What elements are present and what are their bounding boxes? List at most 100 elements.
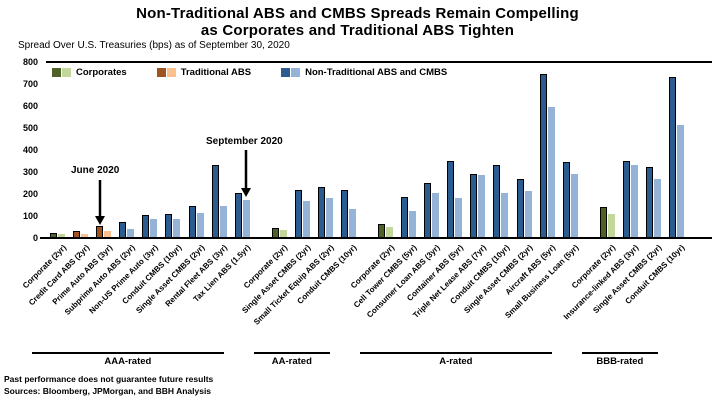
- category-bars: [337, 189, 360, 238]
- legend-item-non_traditional: Non-Traditional ABS and CMBS: [281, 67, 447, 78]
- legend-label: Traditional ABS: [180, 67, 252, 78]
- plot-area: [46, 62, 710, 238]
- legend-swatch-light: [62, 68, 71, 77]
- category-bars: [420, 183, 443, 238]
- bar-september: [325, 198, 333, 238]
- category-bars: [115, 221, 138, 238]
- bar-june: [294, 189, 302, 238]
- footer-disclaimer: Past performance does not guarantee futu…: [4, 374, 214, 384]
- category-label-cell: Small Business Loan (5yr): [503, 240, 582, 352]
- bar-september: [409, 210, 417, 238]
- x-axis-line: [40, 237, 712, 239]
- y-tick-200: 200: [22, 189, 38, 199]
- bar-june: [340, 189, 348, 238]
- y-tick-600: 600: [22, 101, 38, 111]
- category-bars: [512, 178, 535, 238]
- y-tick-300: 300: [22, 167, 38, 177]
- legend-swatch-light: [291, 68, 301, 77]
- bar-september: [173, 219, 181, 238]
- bar-june: [401, 197, 409, 238]
- y-tick-500: 500: [22, 123, 38, 133]
- bracket-AAA-rated: AAA-rated: [24, 352, 232, 367]
- category-bars: [138, 214, 161, 238]
- category-label-cell: Single Asset CMBS (2yr): [592, 240, 665, 352]
- june-2020-label: June 2020: [71, 165, 120, 176]
- bar-june: [424, 183, 432, 238]
- category-bars: [489, 165, 512, 238]
- bracket-BBB-rated: BBB-rated: [574, 352, 666, 367]
- footer: Past performance does not guarantee futu…: [4, 373, 213, 397]
- legend-swatch-pair: [281, 68, 301, 77]
- chart-title: Non-Traditional ABS and CMBS Spreads Rem…: [0, 5, 715, 39]
- legend-swatch-pair: [156, 68, 176, 77]
- footer-sources: Sources: Bloomberg, JPMorgan, and BBH An…: [4, 386, 212, 396]
- rating-label: BBB-rated: [596, 356, 644, 367]
- label-group-A-rated: Corporate (2yr) Cell Tower CMBS (5yr) Cons…: [349, 240, 582, 352]
- bar-group-AAA-rated: [46, 62, 254, 238]
- rating-label: A-rated: [439, 356, 473, 367]
- y-tick-100: 100: [22, 211, 38, 221]
- category-bars: [208, 165, 231, 238]
- category-bars: [231, 192, 254, 238]
- bar-september: [676, 124, 684, 238]
- bracket-line: [360, 352, 552, 354]
- y-tick-0: 0: [32, 233, 38, 243]
- legend: Corporates Traditional ABS Non-Traditional…: [52, 67, 447, 78]
- category-label-cell: Aircraft ABS (5yr): [504, 240, 559, 352]
- bracket-A-rated: A-rated: [352, 352, 560, 367]
- bar-september: [607, 213, 615, 238]
- category-bars: [374, 223, 397, 238]
- legend-label: Non-Traditional ABS and CMBS: [305, 67, 448, 78]
- bar-september: [570, 174, 578, 238]
- legend-swatch-pair: [52, 68, 71, 77]
- bar-september: [653, 178, 661, 238]
- bar-group-BBB-rated: [596, 62, 688, 238]
- bar-june: [539, 74, 547, 238]
- bar-june: [493, 165, 501, 238]
- legend-label: Corporates: [76, 67, 127, 78]
- bar-september: [455, 198, 463, 238]
- bar-june: [119, 221, 127, 238]
- bar-september: [302, 200, 310, 238]
- bar-september: [386, 227, 394, 238]
- bar-september: [279, 230, 287, 238]
- category-bars: [665, 77, 688, 238]
- september-2020-label: September 2020: [206, 136, 283, 147]
- chart-subtitle: Spread Over U.S. Treasuries (bps) as of …: [18, 40, 290, 51]
- bracket-line: [253, 352, 330, 354]
- rating-label: AA-rated: [271, 356, 312, 367]
- bar-september: [196, 212, 204, 238]
- bar-september: [104, 231, 112, 238]
- bracket-line: [581, 352, 658, 354]
- category-bars: [642, 166, 665, 238]
- bar-june: [165, 213, 173, 238]
- category-label-cell: Conduit CMBS (10yr): [296, 240, 360, 352]
- bar-group-A-rated: [374, 62, 582, 238]
- category-bars: [536, 74, 559, 238]
- label-group-AAA-rated: Corporate (2yr) Credit Card ABS (2yr) Prim…: [21, 240, 254, 352]
- category-bars: [596, 207, 619, 238]
- bar-september: [348, 209, 356, 238]
- bar-september: [501, 192, 509, 238]
- legend-swatch-dark: [281, 68, 291, 77]
- category-bars: [443, 161, 466, 238]
- bar-september: [432, 192, 440, 238]
- legend-swatch-light: [166, 68, 176, 77]
- category-bars: [466, 174, 489, 238]
- bar-september: [127, 229, 135, 238]
- rating-group-brackets: AAA-rated AA-rated A-rated BBB-rated: [24, 352, 688, 367]
- chart-title-line1: Non-Traditional ABS and CMBS Spreads Rem…: [136, 5, 579, 22]
- y-tick-800: 800: [22, 57, 38, 67]
- bracket-AA-rated: AA-rated: [246, 352, 338, 367]
- bar-september: [219, 206, 227, 238]
- bracket-line: [32, 352, 224, 354]
- bar-september: [524, 190, 532, 238]
- legend-item-corporates: Corporates: [52, 67, 127, 78]
- bar-june: [188, 206, 196, 238]
- bar-september: [547, 107, 555, 238]
- category-bars: [314, 187, 337, 238]
- category-label-cell: Tax Lien ABS (1.5yr): [192, 240, 254, 352]
- gridline-800: [46, 61, 712, 63]
- bar-june: [378, 223, 386, 238]
